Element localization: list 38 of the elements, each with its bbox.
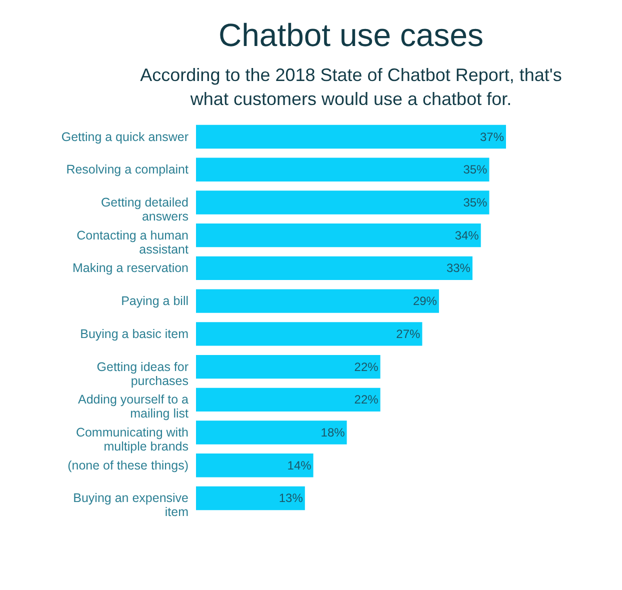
bar	[196, 354, 380, 379]
data-label: 37%	[480, 130, 504, 144]
data-label: 35%	[463, 195, 488, 210]
data-label: 29%	[412, 294, 438, 308]
y-tick-label: Contacting a human assistant	[76, 228, 190, 256]
bar	[196, 158, 490, 182]
data-label: 18%	[320, 426, 346, 440]
bar	[196, 420, 347, 444]
bar	[196, 388, 380, 412]
y-tick-label: Resolving a complaint	[66, 162, 190, 177]
y-tick-label: Getting ideas for purchases	[96, 360, 188, 388]
bar	[196, 124, 506, 149]
chart-title: Chatbot use cases	[218, 17, 484, 53]
y-tick-label: Paying a bill	[121, 294, 188, 308]
y-tick-label: Getting detailed answers	[100, 195, 189, 224]
bar	[196, 224, 481, 248]
data-label: 22%	[354, 360, 379, 374]
y-tick-label: Making a reservation	[72, 261, 189, 276]
data-label: 14%	[287, 458, 312, 472]
bar	[196, 486, 305, 510]
bar	[196, 289, 439, 313]
y-tick-label: Adding yourself to a mailing list	[78, 392, 190, 421]
y-tick-label: Communicating with multiple brands	[76, 426, 189, 454]
data-label: 22%	[354, 392, 379, 407]
data-label: 34%	[454, 228, 480, 242]
data-label: 13%	[278, 491, 304, 506]
data-label: 27%	[396, 326, 421, 341]
y-tick-label: Buying an expensive item	[73, 491, 189, 520]
bar	[196, 454, 314, 478]
data-label: 33%	[446, 261, 471, 276]
bar	[196, 322, 422, 346]
data-label: 35%	[463, 162, 488, 177]
y-tick-label: Getting a quick answer	[61, 130, 188, 144]
y-tick-label: (none of these things)	[68, 458, 188, 472]
bar	[196, 256, 472, 280]
y-tick-label: Buying a basic item	[80, 326, 188, 341]
bar	[196, 190, 490, 214]
chart-subtitle: According to the 2018 State of Chatbot Report, that's what customers would use a chatbot for.	[140, 65, 562, 109]
